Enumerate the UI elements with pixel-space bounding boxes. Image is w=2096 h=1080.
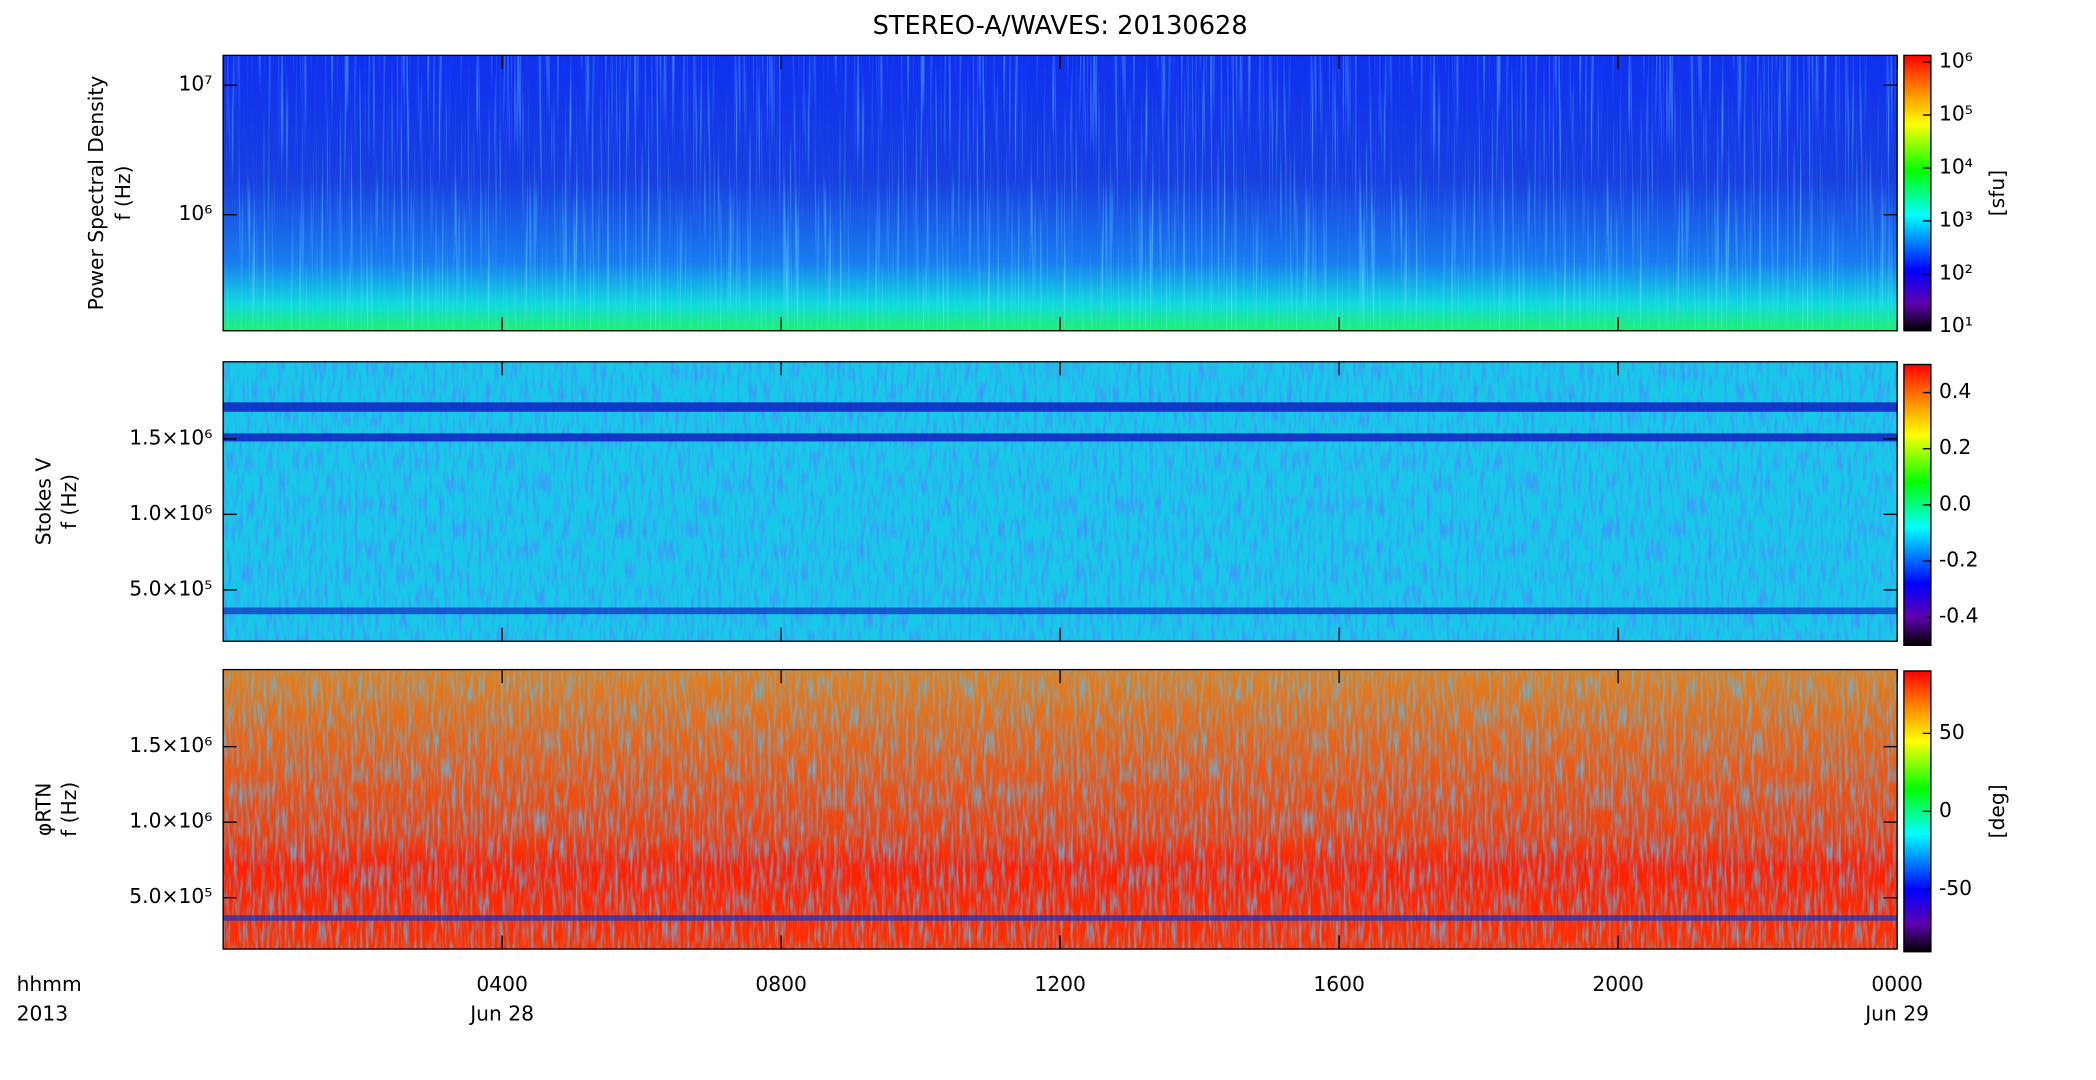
y-tick-label: 5.0×10⁵	[129, 576, 212, 600]
colorbar-tick-label: 10¹	[1939, 313, 1973, 337]
colorbar-tick-label: 10³	[1939, 207, 1973, 231]
y-tick-label: 10⁶	[178, 201, 212, 225]
y-axis-label: Stokes V	[31, 458, 55, 546]
x-axis-label: 2013	[17, 1002, 69, 1026]
y-axis-label: φRTN	[31, 783, 55, 836]
y-tick-label: 1.0×10⁶	[129, 809, 212, 833]
band	[223, 915, 1898, 921]
colorbar-tick-label: 10⁶	[1939, 49, 1973, 73]
colorbar-tick-label: -0.2	[1939, 548, 1979, 572]
y-tick-label: 1.0×10⁶	[129, 501, 212, 525]
colorbar	[1903, 54, 1932, 332]
x-tick-label: 0400	[476, 972, 528, 996]
x-tick-label: 0000	[1871, 972, 1923, 996]
x-axis-label: hhmm	[17, 972, 82, 996]
y-axis-label: Power Spectral Density	[84, 76, 108, 311]
colorbar-label: [deg]	[1985, 784, 2009, 838]
band	[223, 433, 1898, 442]
colorbar-tick-label: 10⁵	[1939, 102, 1973, 126]
colorbar-tick-label: 10⁴	[1939, 154, 1973, 178]
x-tick-label: 2000	[1592, 972, 1644, 996]
colorbar-tick-label: 10²	[1939, 260, 1973, 284]
x-date-label: Jun 28	[468, 1002, 534, 1026]
chart-title: STEREO-A/WAVES: 20130628	[873, 11, 1248, 41]
band	[223, 402, 1898, 412]
x-tick-label: 0800	[755, 972, 807, 996]
colorbar-tick-label: 0.2	[1939, 435, 1971, 459]
colorbar-tick-label: -50	[1939, 876, 1972, 900]
colorbar-tick-label: -0.4	[1939, 604, 1979, 628]
x-tick-label: 1600	[1313, 972, 1365, 996]
y-tick-label: 10⁷	[178, 72, 212, 96]
colorbar-tick-label: 50	[1939, 720, 1965, 744]
colorbar-tick-label: 0.4	[1939, 379, 1971, 403]
y-tick-label: 1.5×10⁶	[129, 733, 212, 757]
y-axis-label: f (Hz)	[57, 474, 81, 529]
colorbar-label: [sfu]	[1985, 170, 2009, 216]
colorbar-tick-label: 0.0	[1939, 491, 1971, 515]
band	[223, 607, 1898, 615]
y-axis-label: f (Hz)	[111, 165, 135, 220]
spectrogram-texture	[223, 55, 1898, 331]
y-tick-label: 5.0×10⁵	[129, 884, 212, 908]
x-date-label: Jun 29	[1863, 1002, 1929, 1026]
spectrogram-texture	[223, 669, 1898, 950]
y-axis-label: f (Hz)	[57, 782, 81, 837]
y-tick-label: 1.5×10⁶	[129, 425, 212, 449]
colorbar-tick-label: 0	[1939, 798, 1952, 822]
x-tick-label: 1200	[1034, 972, 1086, 996]
